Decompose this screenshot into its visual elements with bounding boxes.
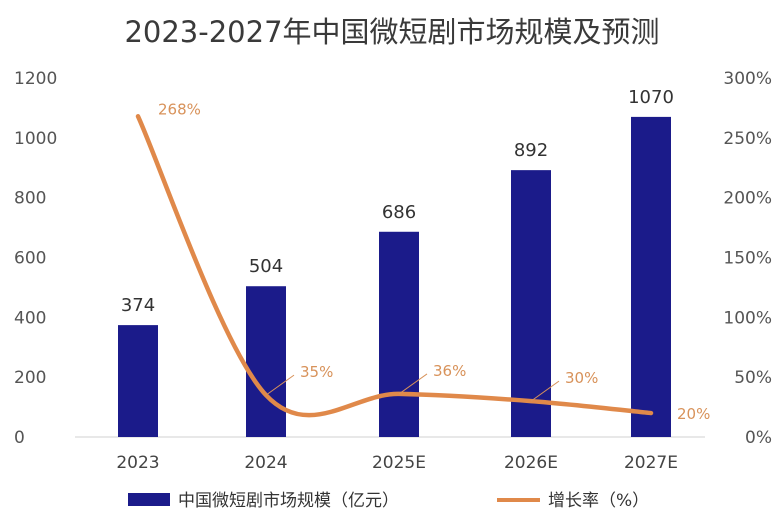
right-axis-tick: 100% bbox=[723, 308, 772, 328]
chart-title: 2023-2027年中国微短剧市场规模及预测 bbox=[124, 15, 659, 49]
legend-line-label: 增长率（%） bbox=[548, 491, 649, 511]
bar bbox=[379, 231, 419, 437]
left-axis-tick: 1200 bbox=[14, 69, 57, 89]
left-axis-tick: 600 bbox=[14, 249, 46, 269]
right-axis-tick: 0% bbox=[745, 428, 772, 448]
data-labels: 374 504 686 892 1070 268% 35% 36% 30% 20% bbox=[121, 87, 711, 423]
right-axis-tick: 250% bbox=[723, 129, 772, 149]
right-axis-tick: 200% bbox=[723, 189, 772, 209]
left-axis-tick: 800 bbox=[14, 189, 46, 209]
left-axis-tick: 0 bbox=[14, 428, 25, 448]
growth-rate-label: 36% bbox=[433, 362, 466, 380]
left-axis-tick: 200 bbox=[14, 368, 46, 388]
bar bbox=[631, 116, 671, 438]
bar-value-label: 686 bbox=[382, 202, 416, 223]
x-axis-tick: 2023 bbox=[116, 453, 159, 473]
growth-rate-label: 268% bbox=[158, 100, 201, 118]
right-axis-tick: 300% bbox=[723, 69, 772, 89]
x-axis-tick: 2027E bbox=[624, 453, 678, 473]
right-axis-tick: 150% bbox=[723, 249, 772, 269]
bar bbox=[246, 286, 286, 437]
x-axis-tick: 2026E bbox=[504, 453, 558, 473]
bars bbox=[118, 116, 671, 438]
x-axis-tick: 2024 bbox=[244, 453, 287, 473]
bar bbox=[118, 325, 158, 437]
bar-value-label: 504 bbox=[249, 256, 283, 277]
bar-value-label: 374 bbox=[121, 295, 155, 316]
right-axis: 0% 50% 100% 150% 200% 250% 300% bbox=[723, 69, 772, 448]
left-axis-tick: 400 bbox=[14, 308, 46, 328]
growth-rate-label: 20% bbox=[677, 405, 710, 423]
growth-rate-label: 35% bbox=[300, 363, 333, 381]
legend-bar-swatch bbox=[128, 493, 170, 506]
legend-bar-label: 中国微短剧市场规模（亿元） bbox=[178, 491, 399, 511]
x-axis-tick: 2025E bbox=[372, 453, 426, 473]
leader-line bbox=[530, 380, 560, 402]
x-axis: 2023 2024 2025E 2026E 2027E bbox=[116, 453, 678, 473]
leader-line bbox=[265, 374, 295, 396]
leader-line bbox=[398, 373, 428, 395]
bar-value-label: 892 bbox=[514, 140, 548, 161]
left-axis: 0 200 400 600 800 1000 1200 bbox=[14, 69, 57, 448]
bar bbox=[511, 170, 551, 438]
right-axis-tick: 50% bbox=[734, 368, 772, 388]
left-axis-tick: 1000 bbox=[14, 129, 57, 149]
growth-rate-label: 30% bbox=[565, 369, 598, 387]
bar-value-label: 1070 bbox=[628, 87, 674, 108]
growth-rate-line bbox=[135, 114, 654, 418]
